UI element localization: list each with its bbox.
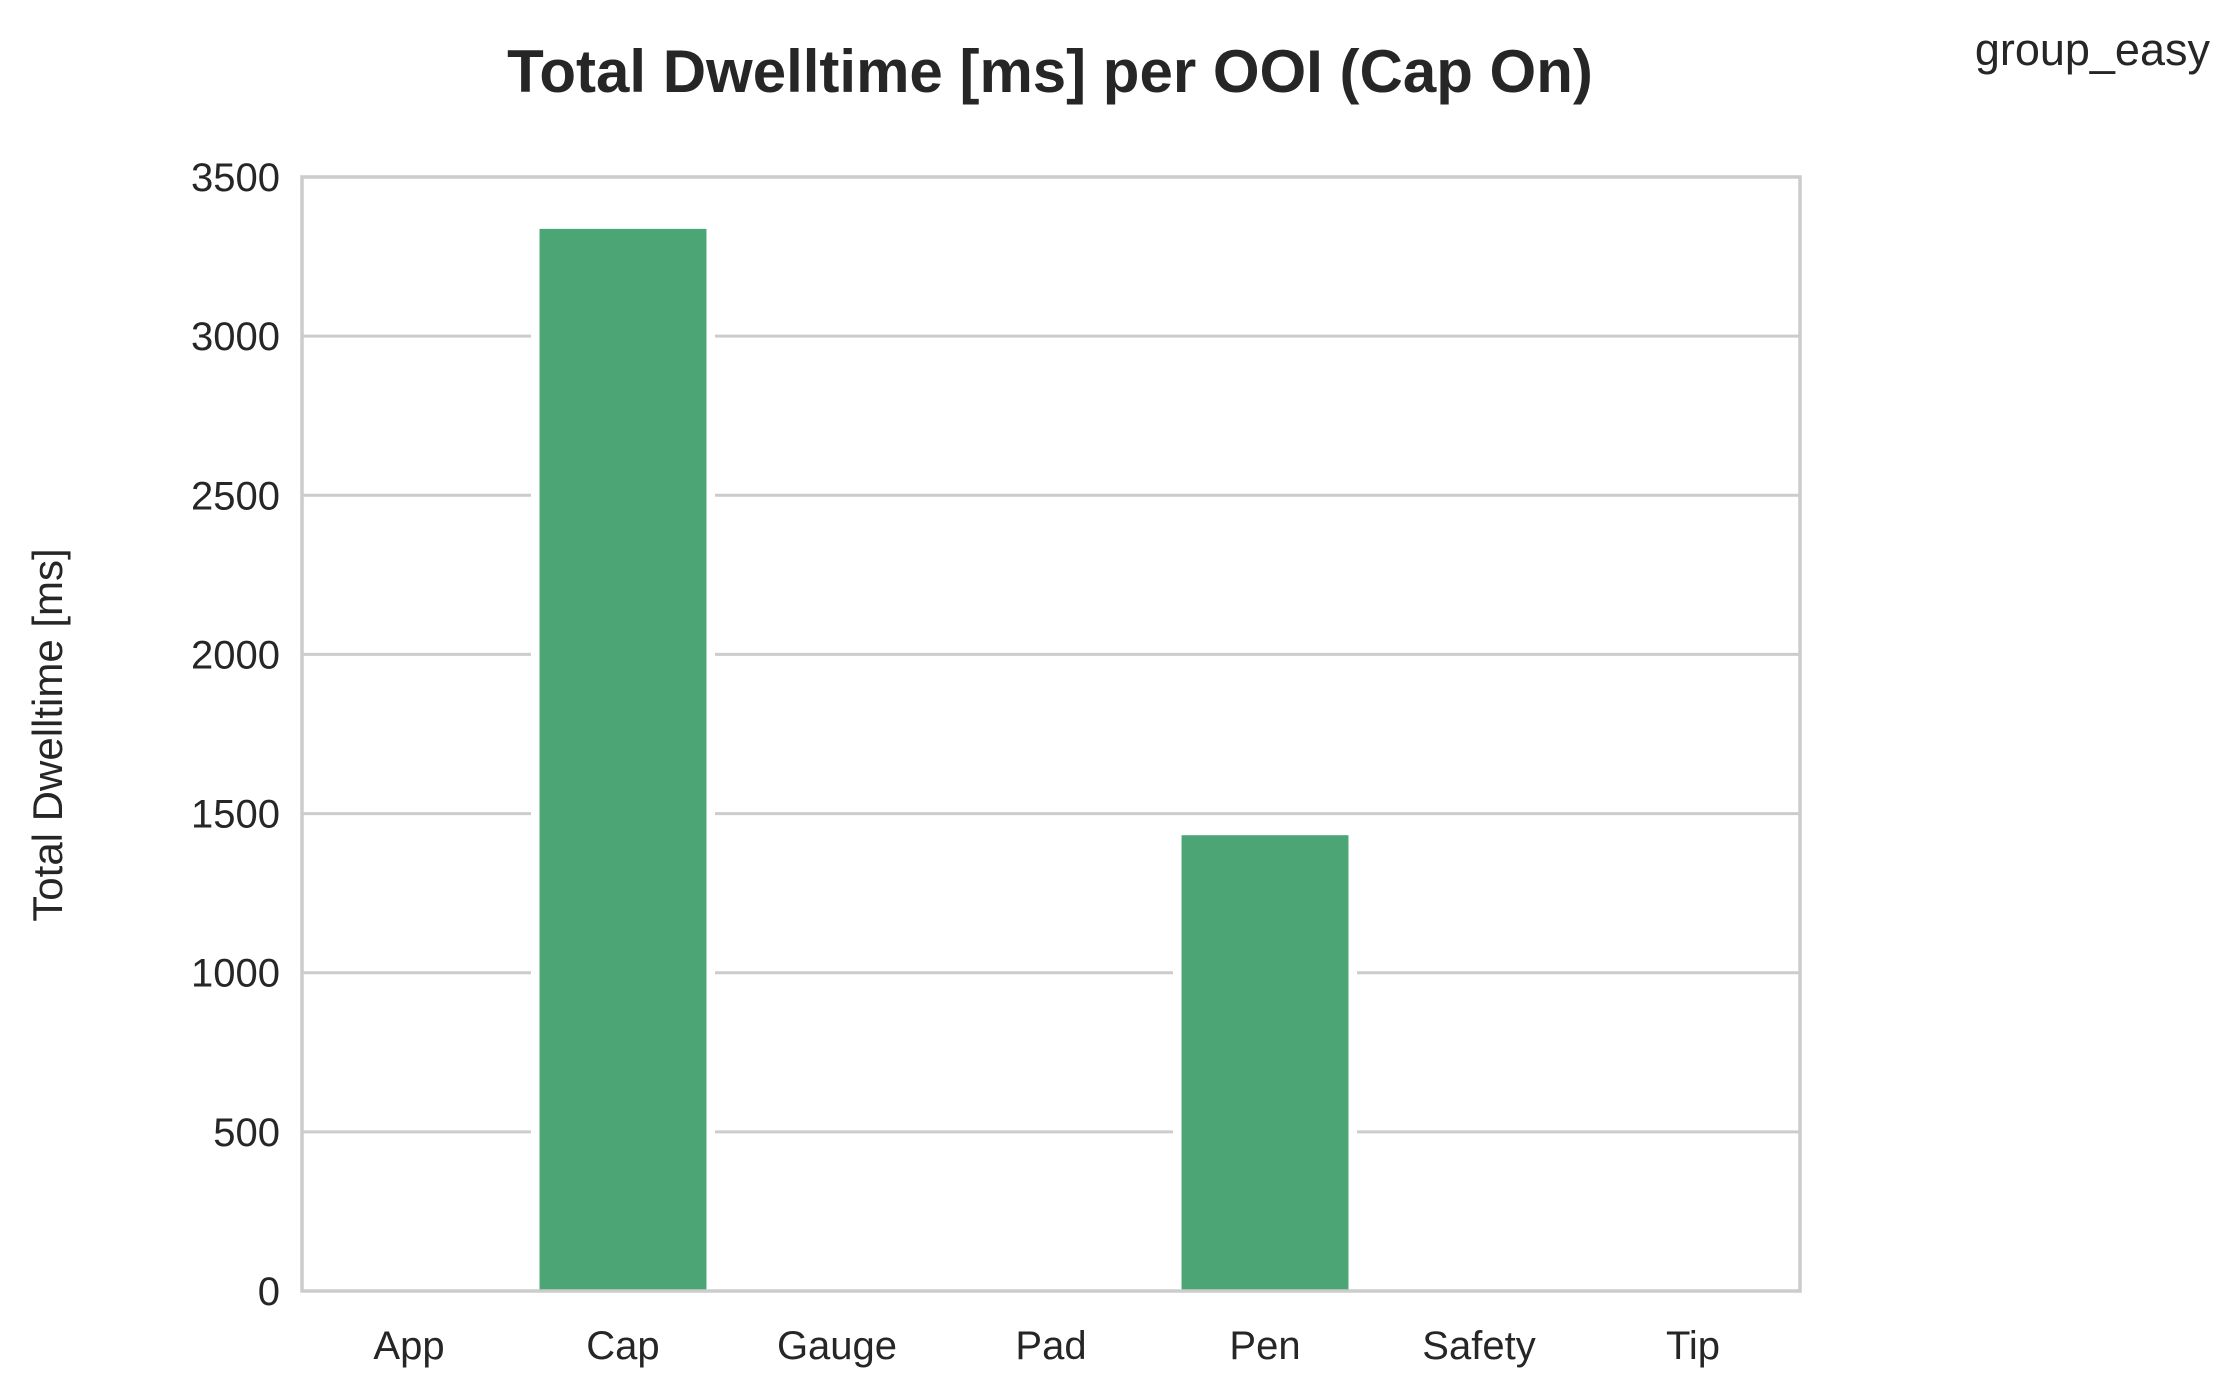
x-tick-label: Gauge: [777, 1324, 897, 1368]
x-tick-label: Pen: [1229, 1324, 1300, 1368]
y-tick-label: 3500: [191, 156, 280, 200]
x-tick-labels: App Cap Gauge Pad Pen Safety Tip: [373, 1324, 1720, 1368]
gridlines: [302, 334, 1800, 1134]
y-tick-labels: 0 500 1000 1500 2000 2500 3000 3500: [191, 156, 280, 1314]
bar-pen: [1181, 835, 1349, 1291]
x-tick-label: Safety: [1422, 1324, 1535, 1368]
legend-label: group_easy: [1975, 24, 2211, 75]
y-tick-label: 0: [258, 1270, 280, 1314]
y-tick-label: 2500: [191, 474, 280, 518]
y-tick-label: 3000: [191, 315, 280, 359]
bars: [530, 226, 1358, 1291]
x-tick-label: Pad: [1015, 1324, 1086, 1368]
plot-frame: [300, 175, 1802, 1293]
y-tick-label: 1500: [191, 793, 280, 837]
bar-cap: [539, 228, 707, 1291]
y-tick-label: 2000: [191, 633, 280, 677]
x-tick-label: Tip: [1666, 1324, 1720, 1368]
y-tick-label: 1000: [191, 952, 280, 996]
y-axis-label: Total Dwelltime [ms]: [24, 548, 71, 921]
y-tick-label: 500: [213, 1111, 280, 1155]
x-tick-label: Cap: [586, 1324, 659, 1368]
chart-title: Total Dwelltime [ms] per OOI (Cap On): [507, 38, 1593, 105]
x-tick-label: App: [373, 1324, 444, 1368]
